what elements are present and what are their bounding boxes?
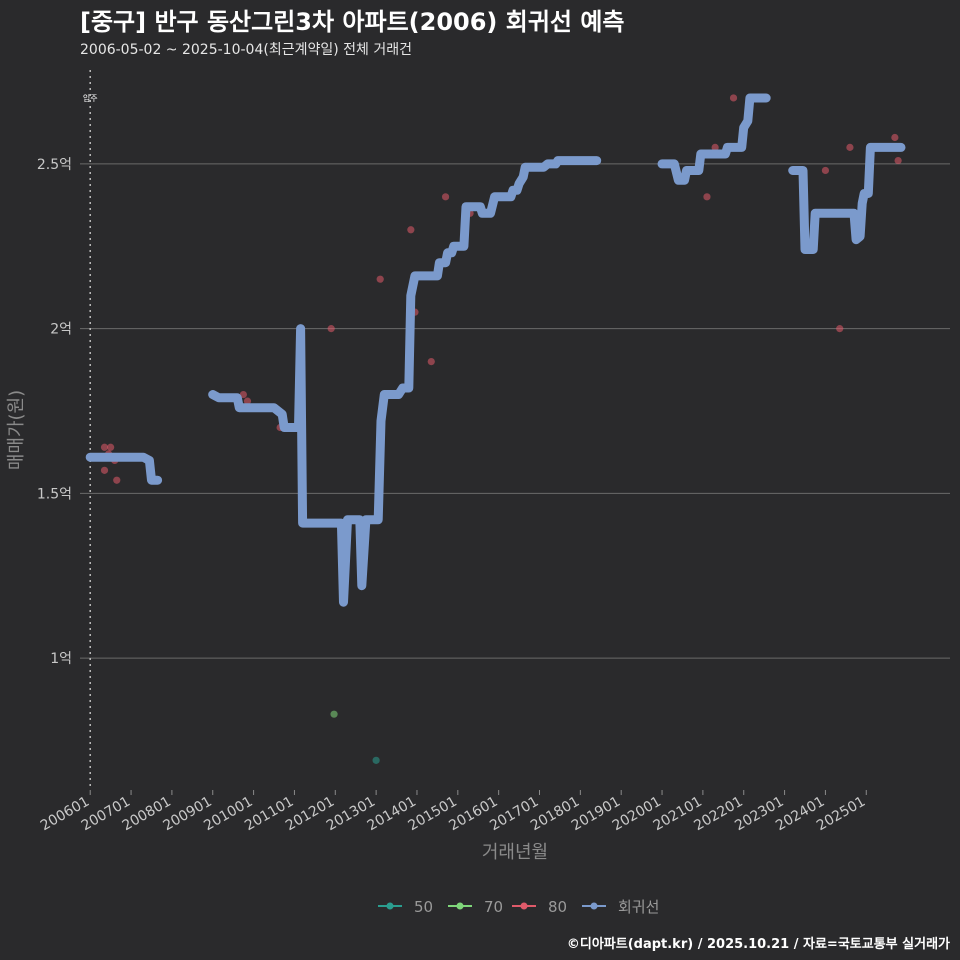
y-tick-label: 1.5억 bbox=[37, 486, 72, 502]
regression-segment bbox=[85, 452, 163, 485]
data-point-80 bbox=[107, 443, 115, 451]
data-point-80 bbox=[327, 325, 335, 333]
data-point-80 bbox=[441, 193, 450, 201]
regression-line bbox=[85, 93, 906, 607]
legend-label: 50 bbox=[414, 898, 433, 916]
chart-subtitle: 2006-05-02 ~ 2025-10-04(최근계약일) 전체 거래건 bbox=[80, 42, 412, 58]
legend-swatch-dot bbox=[456, 902, 464, 910]
legend-label: 80 bbox=[548, 898, 567, 916]
legend-item-3: 회귀선 bbox=[582, 898, 659, 916]
data-point-50 bbox=[372, 756, 380, 764]
data-point-70 bbox=[330, 710, 338, 718]
legend-swatch-dot bbox=[590, 902, 598, 910]
y-axis-ticks: 1억 1.5억 2억 2.5억 bbox=[37, 157, 72, 667]
legend: 50 70 80 회귀선 bbox=[378, 898, 659, 916]
data-point-80 bbox=[407, 226, 415, 234]
legend-item-0: 50 bbox=[378, 898, 433, 916]
data-point-80 bbox=[100, 443, 109, 451]
x-axis-label: 거래년월 bbox=[482, 842, 548, 863]
y-tick-label: 2억 bbox=[50, 322, 72, 338]
regression-segment bbox=[657, 93, 771, 185]
move-in-label: 입주 bbox=[83, 94, 98, 103]
legend-item-2: 80 bbox=[512, 898, 567, 916]
regression-segment bbox=[788, 142, 906, 254]
legend-label: 회귀선 bbox=[618, 898, 659, 916]
move-in-annotation: 입주 bbox=[83, 70, 98, 790]
data-point-80 bbox=[891, 133, 899, 142]
data-point-80 bbox=[243, 397, 252, 405]
data-point-80 bbox=[846, 143, 854, 151]
legend-swatch-dot bbox=[386, 902, 394, 910]
data-point-80 bbox=[427, 357, 435, 366]
x-axis-ticks: 2006012007012008012009012010012011012012… bbox=[38, 790, 868, 834]
data-point-80 bbox=[821, 166, 830, 175]
regression-segment bbox=[208, 156, 602, 607]
y-axis-label: 매매가(원) bbox=[6, 390, 27, 470]
data-point-80 bbox=[703, 193, 711, 201]
data-point-80 bbox=[376, 275, 384, 283]
y-tick-label: 1억 bbox=[50, 651, 72, 667]
data-point-80 bbox=[711, 143, 719, 151]
data-point-80 bbox=[100, 466, 109, 474]
legend-item-1: 70 bbox=[448, 898, 503, 916]
legend-label: 70 bbox=[484, 898, 503, 916]
data-point-80 bbox=[836, 325, 844, 333]
source-caption: ©디아파트(dapt.kr) / 2025.10.21 / 자료=국토교통부 실… bbox=[567, 936, 950, 952]
gridlines bbox=[80, 163, 950, 659]
data-point-80 bbox=[239, 390, 247, 399]
data-point-80 bbox=[894, 156, 902, 165]
data-point-80 bbox=[113, 476, 121, 484]
chart-title: [중구] 반구 동산그린3차 아파트(2006) 회귀선 예측 bbox=[80, 8, 625, 36]
legend-swatch-dot bbox=[520, 902, 528, 910]
y-tick-label: 2.5억 bbox=[37, 157, 72, 173]
data-point-80 bbox=[729, 94, 738, 102]
